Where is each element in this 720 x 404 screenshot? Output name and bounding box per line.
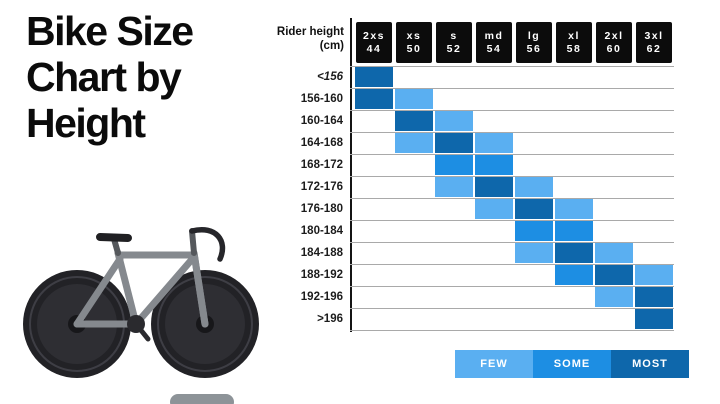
- gridline: [350, 330, 674, 331]
- size-label: 62: [646, 42, 662, 55]
- size-label: 60: [606, 42, 622, 55]
- size-header-cell-2xs: 2xs 44: [356, 22, 392, 63]
- grid-cell-2xl-184-188: [595, 243, 633, 263]
- gridline: [350, 286, 674, 287]
- grid-cell-xl-188-192: [555, 265, 593, 285]
- size-label: md: [484, 29, 504, 42]
- bottom-pill: [170, 394, 234, 404]
- grid-cell-xl-176-180: [555, 199, 593, 219]
- row-label: 156-160: [300, 93, 343, 105]
- row-label: 192-196: [300, 291, 343, 303]
- grid-cell-2xl-192-196: [595, 287, 633, 307]
- page-title-line-1: Bike Size: [26, 8, 194, 54]
- gridline: [350, 132, 674, 133]
- size-header-cell-md: md 54: [476, 22, 512, 63]
- grid-cell-xs-156-160: [395, 89, 433, 109]
- row-label: 164-168: [300, 137, 343, 149]
- gridline: [350, 154, 674, 155]
- grid-cell-2xs-<156: [355, 67, 393, 87]
- size-label: 56: [526, 42, 542, 55]
- grid-cell-md-176-180: [475, 199, 513, 219]
- grid-cell-xs-164-168: [395, 133, 433, 153]
- size-label: 50: [406, 42, 422, 55]
- grid-cell-3xl-188-192: [635, 265, 673, 285]
- gridline: [350, 110, 674, 111]
- page-title-line-2: Chart by: [26, 54, 182, 100]
- gridline: [350, 176, 674, 177]
- size-label: s: [450, 29, 458, 42]
- grid-cell-s-160-164: [435, 111, 473, 131]
- size-label: xs: [406, 29, 422, 42]
- row-label: 180-184: [300, 225, 343, 237]
- grid-cell-s-172-176: [435, 177, 473, 197]
- grid-cell-xl-180-184: [555, 221, 593, 241]
- size-label: 58: [566, 42, 582, 55]
- gridline: [350, 66, 674, 67]
- size-label: 54: [486, 42, 502, 55]
- grid-cell-2xl-188-192: [595, 265, 633, 285]
- grid-cell-lg-176-180: [515, 199, 553, 219]
- legend-item-some: SOME: [533, 350, 611, 378]
- grid-cell-lg-184-188: [515, 243, 553, 263]
- size-header-cell-xs: xs 50: [396, 22, 432, 63]
- grid-cell-3xl-192-196: [635, 287, 673, 307]
- row-label: 188-192: [300, 269, 343, 281]
- row-label: 160-164: [300, 115, 343, 127]
- gridline: [350, 308, 674, 309]
- page-title: Bike Size Chart by Height: [26, 8, 194, 146]
- gridline: [350, 220, 674, 221]
- size-label: 2xl: [604, 29, 624, 42]
- row-label: >196: [317, 313, 343, 325]
- gridline: [350, 198, 674, 199]
- rider-height-axis-label: Rider height (cm): [276, 26, 344, 52]
- row-label: 168-172: [300, 159, 343, 171]
- vertical-axis-line: [350, 18, 352, 332]
- size-label: 52: [446, 42, 462, 55]
- size-header-cell-3xl: 3xl 62: [636, 22, 672, 63]
- size-label: 3xl: [644, 29, 664, 42]
- gridline: [350, 264, 674, 265]
- legend-item-most: MOST: [611, 350, 689, 378]
- gridline: [350, 242, 674, 243]
- gridline: [350, 88, 674, 89]
- grid-cell-3xl->196: [635, 309, 673, 329]
- grid-cell-md-164-168: [475, 133, 513, 153]
- size-label: 2xs: [362, 29, 386, 42]
- grid-cell-2xs-156-160: [355, 89, 393, 109]
- grid-cell-md-168-172: [475, 155, 513, 175]
- grid-cell-lg-180-184: [515, 221, 553, 241]
- grid-cell-xs-160-164: [395, 111, 433, 131]
- page-title-line-3: Height: [26, 100, 146, 146]
- bike-illustration: [23, 227, 259, 378]
- grid-cell-s-164-168: [435, 133, 473, 153]
- grid-cell-lg-172-176: [515, 177, 553, 197]
- grid-cell-md-172-176: [475, 177, 513, 197]
- size-label: lg: [527, 29, 541, 42]
- size-header-cell-2xl: 2xl 60: [596, 22, 632, 63]
- size-label: xl: [568, 29, 580, 42]
- row-label: 176-180: [300, 203, 343, 215]
- legend-item-few: FEW: [455, 350, 533, 378]
- size-header-cell-s: s 52: [436, 22, 472, 63]
- size-header-cell-lg: lg 56: [516, 22, 552, 63]
- row-label: <156: [317, 71, 343, 83]
- size-label: 44: [366, 42, 382, 55]
- bike-frame: [73, 249, 209, 328]
- grid-cell-s-168-172: [435, 155, 473, 175]
- row-label: 184-188: [300, 247, 343, 259]
- bike-cockpit: [96, 227, 226, 342]
- grid-cell-xl-184-188: [555, 243, 593, 263]
- row-label: 172-176: [300, 181, 343, 193]
- size-header-cell-xl: xl 58: [556, 22, 592, 63]
